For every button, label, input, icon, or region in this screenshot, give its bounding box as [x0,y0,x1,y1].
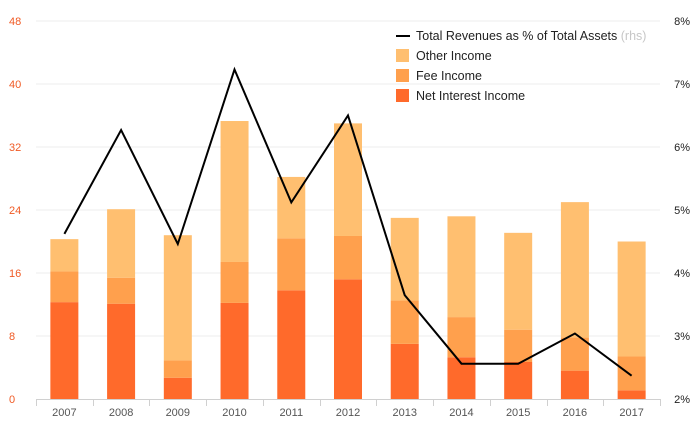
legend-swatch-other [396,49,409,62]
y-right-tick-label: 8% [674,16,690,28]
bar-fee-income [277,238,306,291]
y-left-tick-label: 8 [9,331,15,343]
x-tick-label: 2017 [619,407,643,419]
x-tick-label: 2010 [222,407,246,419]
legend-label-other: Other Income [416,49,492,63]
x-tick-label: 2009 [166,407,190,419]
legend-swatch-fee [396,69,409,82]
x-tick-label: 2013 [392,407,416,419]
bar-net-interest-income [220,302,249,399]
y-left-tick-label: 0 [9,394,15,406]
x-tick-label: 2015 [506,407,530,419]
bar-other-income [390,217,419,301]
x-tick-label: 2008 [109,407,133,419]
bar-fee-income [163,360,192,378]
bars [50,121,646,399]
x-tick-label: 2007 [52,407,76,419]
bar-fee-income [220,261,249,303]
bar-other-income [50,239,79,272]
y-right-tick-label: 2% [674,394,690,406]
axes: 0 8 16 24 32 40 48 2% 3% 4% 5% 6% 7% 8% 2007 2008 2009 20… [9,16,690,419]
legend-label-nii: Net Interest Income [416,89,525,103]
legend-line-name: Total Revenues as % of Total Assets [416,29,617,43]
legend-line-suffix: (rhs) [621,29,647,43]
bar-other-income [163,235,192,361]
x-tick-label: 2014 [449,407,473,419]
y-left-tick-label: 16 [9,268,21,280]
bar-other-income [334,123,362,236]
bar-other-income [617,241,646,357]
legend-label-fee: Fee Income [416,69,482,83]
bar-net-interest-income [163,377,192,399]
y-right-tick-label: 4% [674,268,690,280]
y-right-tick-label: 5% [674,205,690,217]
bar-other-income [447,216,476,318]
bar-net-interest-income [334,279,362,399]
bar-fee-income [617,356,646,391]
bar-fee-income [50,271,79,303]
bar-other-income [220,121,249,262]
bar-fee-income [504,329,533,362]
legend-label-line: Total Revenues as % of Total Assets (rhs… [416,29,646,43]
bar-fee-income [107,277,136,304]
bar-net-interest-income [107,303,136,399]
x-tick-label: 2011 [279,407,303,419]
bar-other-income [504,232,533,330]
bar-net-interest-income [504,361,533,399]
x-tick-label: 2016 [563,407,587,419]
y-right-tick-label: 3% [674,331,690,343]
x-tick-label: 2012 [336,407,360,419]
legend: Total Revenues as % of Total Assets (rhs… [396,29,646,103]
bar-fee-income [560,337,589,371]
y-left-tick-label: 32 [9,142,21,154]
y-right-tick-label: 6% [674,142,690,154]
bar-net-interest-income [617,390,646,399]
bar-net-interest-income [560,370,589,399]
y-right-tick-label: 7% [674,79,690,91]
y-left-tick-label: 24 [9,205,21,217]
bar-net-interest-income [390,343,419,399]
y-left-tick-label: 40 [9,79,21,91]
revenue-line [63,66,633,377]
bar-fee-income [447,317,476,358]
y-left-tick-label: 48 [9,16,21,28]
bar-other-income [560,202,589,338]
bar-net-interest-income [277,290,306,399]
legend-swatch-nii [396,89,409,102]
bar-fee-income [334,235,362,280]
bar-net-interest-income [50,302,79,399]
bar-other-income [107,209,136,278]
